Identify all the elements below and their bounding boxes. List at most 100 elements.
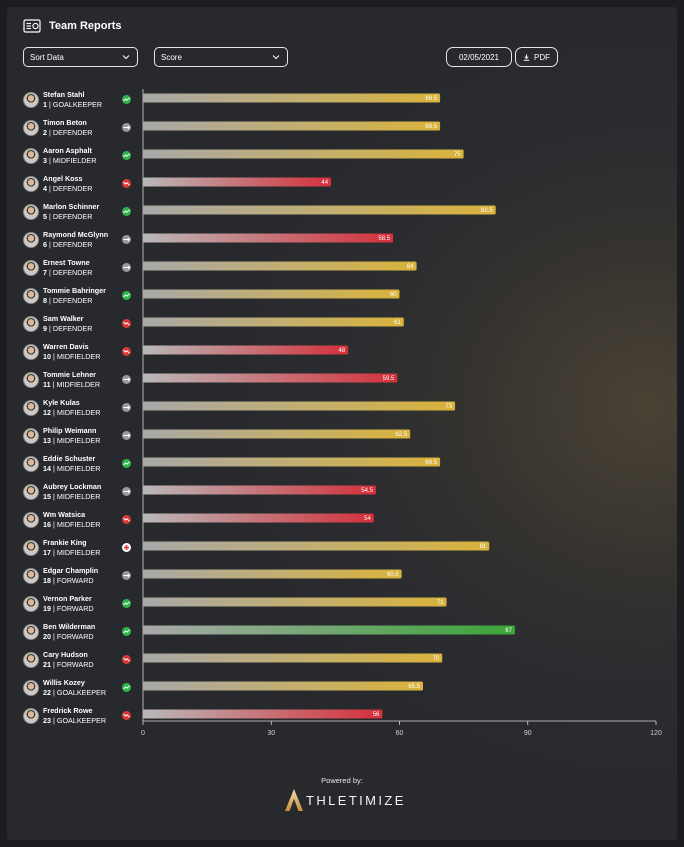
trend-up-icon xyxy=(122,151,131,160)
score-bar-label: 48 xyxy=(339,348,346,354)
avatar xyxy=(23,680,39,696)
player-row[interactable]: Raymond McGlynn 6 | DEFENDER xyxy=(23,228,143,252)
score-bar-label: 71 xyxy=(437,600,444,606)
player-row[interactable]: Tommie Bahringer 8 | DEFENDER xyxy=(23,284,143,308)
separator: | xyxy=(51,492,57,501)
player-name: Fredrick Rowe xyxy=(43,706,93,715)
player-number: 5 xyxy=(43,212,47,221)
score-bar xyxy=(143,401,456,411)
player-row[interactable]: Willis Kozey 22 | GOALKEEPER xyxy=(23,676,143,700)
player-row[interactable]: Ben Wilderman 20 | FORWARD xyxy=(23,620,143,644)
score-bar-label: 87 xyxy=(505,628,512,634)
metric-dropdown[interactable]: Score xyxy=(154,47,288,67)
avatar xyxy=(23,484,39,500)
player-row[interactable]: Eddie Schuster 14 | MIDFIELDER xyxy=(23,452,143,476)
separator: | xyxy=(51,604,57,613)
player-name: Warren Davis xyxy=(43,342,89,351)
player-number: 13 xyxy=(43,436,51,445)
player-position: FORWARD xyxy=(56,660,94,669)
player-row[interactable]: Timon Beton 2 | DEFENDER xyxy=(23,116,143,140)
separator: | xyxy=(51,520,57,529)
player-position: MIDFIELDER xyxy=(56,492,101,501)
trend-up-icon xyxy=(122,291,131,300)
separator: | xyxy=(47,184,53,193)
player-row[interactable]: Ernest Towne 7 | DEFENDER xyxy=(23,256,143,280)
player-position: DEFENDER xyxy=(52,212,93,221)
separator: | xyxy=(47,240,53,249)
player-number-position: 15 | MIDFIELDER xyxy=(43,492,100,501)
player-number-position: 9 | DEFENDER xyxy=(43,324,92,333)
player-number: 9 xyxy=(43,324,47,333)
avatar xyxy=(23,260,39,276)
player-row[interactable]: Tommie Lehner 11 | MIDFIELDER xyxy=(23,368,143,392)
player-row[interactable]: Angel Koss 4 | DEFENDER xyxy=(23,172,143,196)
player-position: DEFENDER xyxy=(52,240,93,249)
date-value: 02/05/2021 xyxy=(458,52,500,62)
player-row[interactable]: Marlon Schinner 5 | DEFENDER xyxy=(23,200,143,224)
player-row[interactable]: Warren Davis 10 | MIDFIELDER xyxy=(23,340,143,364)
score-bar xyxy=(143,121,441,131)
avatar xyxy=(23,708,39,724)
player-number: 8 xyxy=(43,296,47,305)
player-row[interactable]: Edgar Champlin 18 | FORWARD xyxy=(23,564,143,588)
player-name: Philip Weimann xyxy=(43,426,97,435)
player-number: 11 xyxy=(43,380,51,389)
trend-down-icon xyxy=(122,319,131,328)
player-number: 7 xyxy=(43,268,47,277)
player-number-position: 19 | FORWARD xyxy=(43,604,94,613)
player-number: 12 xyxy=(43,408,51,417)
player-row[interactable]: Vernon Parker 19 | FORWARD xyxy=(23,592,143,616)
separator: | xyxy=(51,716,57,725)
player-number: 6 xyxy=(43,240,47,249)
player-row[interactable]: Sam Walker 9 | DEFENDER xyxy=(23,312,143,336)
score-bar-label: 59.5 xyxy=(383,376,395,382)
player-position: MIDFIELDER xyxy=(56,520,101,529)
score-bar-label: 60.5 xyxy=(387,572,399,578)
score-bar xyxy=(143,485,376,495)
header: Team Reports xyxy=(23,19,122,33)
player-number-position: 16 | MIDFIELDER xyxy=(43,520,100,529)
player-position: GOALKEEPER xyxy=(52,100,103,109)
pdf-download-button[interactable]: PDF xyxy=(515,47,558,67)
trend-flat-icon xyxy=(122,375,131,384)
player-row[interactable]: Philip Weimann 13 | MIDFIELDER xyxy=(23,424,143,448)
player-row[interactable]: Kyle Kulas 12 | MIDFIELDER xyxy=(23,396,143,420)
metric-label: Score xyxy=(161,52,182,62)
player-name: Frankie King xyxy=(43,538,87,547)
score-bar xyxy=(143,149,464,159)
player-row[interactable]: Frankie King 17 | MIDFIELDER xyxy=(23,536,143,560)
avatar xyxy=(23,596,39,612)
score-bar xyxy=(143,513,374,523)
player-row[interactable]: Aaron Asphalt 3 | MIDFIELDER xyxy=(23,144,143,168)
page-title: Team Reports xyxy=(49,20,122,32)
score-bar-label: 60 xyxy=(390,292,397,298)
sort-data-dropdown[interactable]: Sort Data xyxy=(23,47,138,67)
player-position: MIDFIELDER xyxy=(52,156,97,165)
player-number-position: 5 | DEFENDER xyxy=(43,212,92,221)
avatar xyxy=(23,204,39,220)
x-axis-tick-label: 120 xyxy=(650,730,662,737)
avatar xyxy=(23,512,39,528)
trend-flat-icon xyxy=(122,487,131,496)
trend-flat-icon xyxy=(122,571,131,580)
player-row[interactable]: Wm Watsica 16 | MIDFIELDER xyxy=(23,508,143,532)
date-picker[interactable]: 02/05/2021 xyxy=(446,47,512,67)
separator: | xyxy=(47,212,53,221)
trend-flat-icon xyxy=(122,403,131,412)
player-row[interactable]: Cary Hudson 21 | FORWARD xyxy=(23,648,143,672)
score-bar xyxy=(143,569,402,579)
trend-down-icon xyxy=(122,347,131,356)
score-bar xyxy=(143,289,400,299)
chevron-down-icon xyxy=(272,55,280,60)
player-row[interactable]: Fredrick Rowe 23 | GOALKEEPER xyxy=(23,704,143,728)
player-position: MIDFIELDER xyxy=(56,380,101,389)
score-bar-label: 58.5 xyxy=(378,236,390,242)
player-number: 18 xyxy=(43,576,51,585)
player-number: 20 xyxy=(43,632,51,641)
player-number-position: 22 | GOALKEEPER xyxy=(43,688,106,697)
player-row[interactable]: Stefan Stahl 1 | GOALKEEPER xyxy=(23,88,143,112)
chevron-down-icon xyxy=(122,55,130,60)
avatar xyxy=(23,400,39,416)
score-bar-label: 56 xyxy=(373,712,380,718)
player-row[interactable]: Aubrey Lockman 15 | MIDFIELDER xyxy=(23,480,143,504)
